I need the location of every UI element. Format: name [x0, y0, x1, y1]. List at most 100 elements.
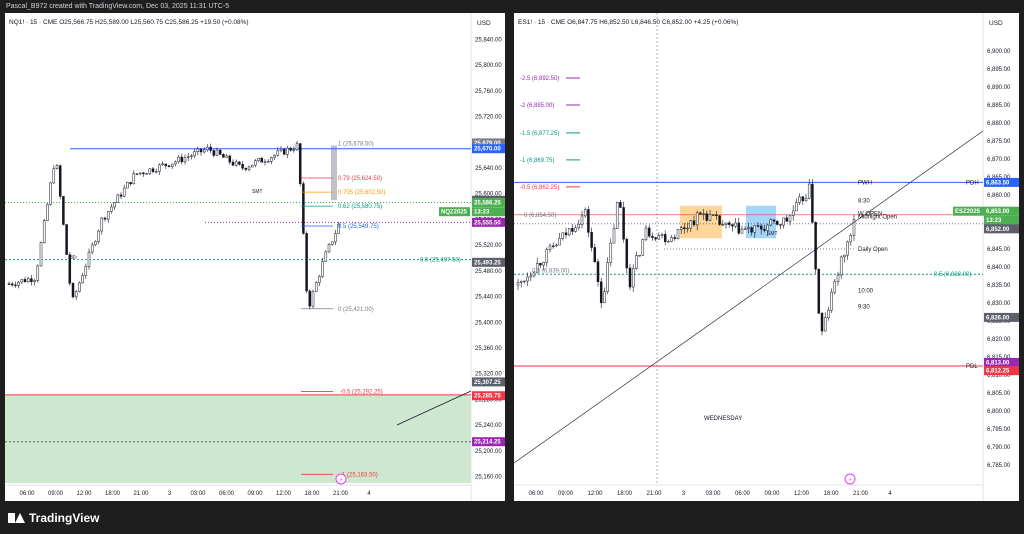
candle-body: [106, 211, 110, 220]
candle-body: [801, 196, 805, 202]
fib-level-label: 0.5 (6,838.00): [934, 272, 971, 278]
candle-body: [715, 214, 718, 217]
candle-body: [759, 225, 763, 230]
candle-body: [663, 234, 667, 242]
level-label: Midnight Open: [858, 215, 897, 221]
candle-body: [321, 261, 324, 277]
candle-body: [298, 143, 302, 184]
candle-body: [308, 290, 312, 307]
candle-body: [167, 165, 171, 167]
candle-body: [212, 150, 216, 156]
candle-body: [555, 244, 558, 247]
orange-ob-box: [680, 205, 722, 239]
es-currency-label[interactable]: USD: [989, 20, 1003, 27]
candle-body: [49, 182, 52, 205]
candle-body: [186, 156, 190, 158]
fib-level-label: -2.5 (6,892.50): [520, 76, 559, 82]
price-badge-label: 25,285.75: [474, 394, 501, 400]
candle-body: [619, 202, 622, 208]
candle-body: [81, 275, 84, 284]
candle-body: [740, 228, 744, 234]
demand-zone: [5, 394, 471, 483]
nq-chart-canvas[interactable]: 25,840.00 25,800.00 25,760.00 25,720.00 25,6…: [5, 13, 505, 501]
candle-body: [113, 202, 116, 208]
level-label: PWH: [858, 180, 872, 186]
price-badge-label: 25,493.25: [474, 260, 501, 266]
candle-body: [526, 276, 529, 282]
candle-body: [593, 247, 597, 263]
candle-body: [660, 234, 664, 236]
candle-body: [334, 233, 337, 243]
fib-level-label: 0 (6,854.50): [524, 213, 556, 219]
x-axis-tick-label: 12:00: [76, 491, 92, 497]
candle-body: [10, 283, 14, 286]
y-axis-tick-label: 25,280.00: [475, 397, 502, 403]
price-badge-label: 6,853.00: [986, 209, 1010, 215]
fib-level-label: -1 (25,163.50): [340, 472, 378, 478]
candle-body: [804, 197, 808, 202]
candle-body: [292, 149, 296, 151]
candle-body: [756, 225, 760, 227]
candle-body: [603, 291, 606, 304]
level-label: PDL: [966, 364, 978, 370]
x-axis-tick-label: 06:00: [528, 491, 544, 497]
price-badge-label: 25,214.25: [474, 440, 501, 446]
smt-annotation: SMT: [767, 231, 778, 237]
y-axis-tick-label: 25,400.00: [475, 320, 502, 326]
candle-body: [679, 227, 683, 230]
x-axis-tick-label: 4: [888, 491, 892, 497]
fib-level-label: 1 (25,678.50): [338, 141, 374, 147]
es-chart-canvas[interactable]: 6,900.00 6,895.00 6,890.00 6,885.00 6,880.00…: [514, 13, 1019, 501]
y-axis-tick-label: 6,800.00: [987, 409, 1011, 415]
candle-body: [625, 238, 629, 269]
price-badge-bg: [472, 138, 505, 148]
symbol-tag-label: NQZ2025: [441, 210, 468, 216]
price-badge-label: 25,555.50: [474, 220, 501, 226]
candle-body: [737, 222, 741, 234]
candle-body: [814, 221, 817, 270]
candle-body: [587, 209, 590, 233]
candle-body: [100, 217, 104, 232]
candle-body: [324, 251, 328, 262]
candle-body: [606, 262, 609, 292]
candle-body: [721, 224, 725, 226]
candle-body: [798, 196, 801, 203]
y-axis-tick-label: 25,240.00: [475, 423, 502, 429]
candle-body: [734, 222, 737, 227]
candle-body: [74, 291, 78, 298]
nq-chart-panel[interactable]: 25,840.00 25,800.00 25,760.00 25,720.00 25,6…: [5, 13, 505, 501]
candle-body: [273, 154, 276, 158]
candle-body: [651, 235, 654, 238]
lightning-icon[interactable]: [844, 473, 856, 485]
candle-body: [202, 149, 206, 153]
fib-level-label: 0.62 (25,580.75): [338, 204, 382, 210]
candle-body: [702, 213, 705, 215]
nq-currency-label[interactable]: USD: [477, 20, 491, 27]
candle-body: [266, 161, 270, 163]
candle-body: [145, 173, 148, 175]
candle-body: [286, 147, 289, 155]
es-chart-panel[interactable]: 6,900.00 6,895.00 6,890.00 6,885.00 6,880.00…: [514, 13, 1019, 501]
candle-body: [519, 280, 523, 283]
candle-body: [644, 227, 648, 240]
candle-body: [731, 224, 734, 227]
price-badge-bg: [472, 377, 505, 387]
x-axis-tick-label: 12:00: [587, 491, 603, 497]
candle-body: [830, 291, 833, 311]
x-axis-tick-label: 09:00: [247, 491, 263, 497]
trend-line: [396, 390, 472, 426]
price-badge-bg: [984, 366, 1019, 376]
candle-body: [39, 242, 43, 267]
x-axis-tick-label: 03:00: [190, 491, 206, 497]
tradingview-logo[interactable]: TradingView: [8, 511, 99, 525]
candle-body: [33, 280, 36, 283]
candle-body: [539, 262, 542, 266]
candle-body: [164, 163, 168, 166]
lightning-icon[interactable]: [335, 473, 347, 485]
candle-body: [257, 158, 260, 161]
candle-body: [174, 161, 177, 165]
candle-body: [571, 228, 574, 232]
candle-body: [772, 219, 776, 222]
candle-body: [132, 173, 136, 185]
candle-body: [631, 268, 635, 288]
